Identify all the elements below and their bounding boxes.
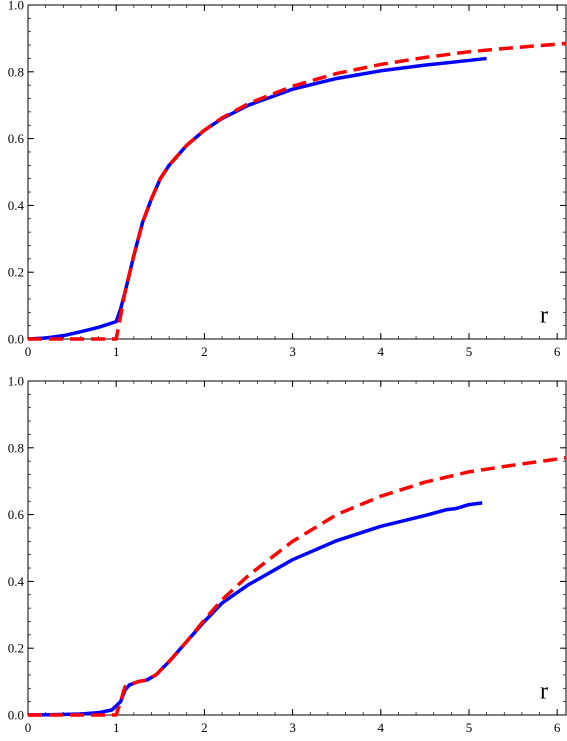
x-tick-label: 1	[113, 344, 120, 359]
chart-panel-top: 0 1 2 3 4 5 6 0.0 0.2 0.4 0.6 0.8 1.0 r	[8, 0, 567, 359]
x-tick-label: 1	[113, 720, 120, 735]
y-tick-label: 0.2	[8, 265, 24, 280]
x-tick-label: 3	[289, 720, 296, 735]
y-tick-label: 0.6	[8, 131, 25, 146]
series-line-dashed-red	[28, 456, 567, 717]
y-tick-label: 0.6	[8, 507, 25, 522]
x-tick-label: 4	[378, 344, 385, 359]
y-tick-label: 0.2	[8, 641, 24, 656]
x-axis-label: r	[540, 678, 548, 704]
x-tick-label: 3	[289, 344, 296, 359]
y-tick-label: 0.8	[8, 64, 24, 79]
x-tick-label: 0	[25, 720, 32, 735]
x-tick-label: 4	[378, 720, 385, 735]
x-tick-label: 6	[554, 344, 561, 359]
x-tick-label: 5	[466, 344, 473, 359]
y-tick-label: 0.8	[8, 440, 24, 455]
x-tick-label: 2	[201, 344, 208, 359]
chart-panel-bottom: 0 1 2 3 4 5 6 0.0 0.2 0.4 0.6 0.8 1.0 r	[8, 374, 567, 735]
series-line-dashed-red	[28, 41, 567, 341]
y-tick-label: 0.4	[8, 574, 25, 589]
y-tick-label: 0.4	[8, 198, 25, 213]
plot-frame	[27, 380, 567, 716]
y-tick-label: 0.0	[8, 708, 24, 723]
x-tick-label: 6	[554, 720, 561, 735]
x-tick-label: 0	[25, 344, 32, 359]
series-line-solid-blue	[27, 501, 483, 717]
x-tick-label: 5	[466, 720, 473, 735]
x-axis-label: r	[540, 302, 548, 328]
y-tick-label: 1.0	[8, 0, 24, 13]
y-tick-label: 1.0	[8, 374, 24, 389]
y-tick-label: 0.0	[8, 332, 24, 347]
x-tick-label: 2	[201, 720, 208, 735]
plot-frame	[27, 4, 567, 340]
